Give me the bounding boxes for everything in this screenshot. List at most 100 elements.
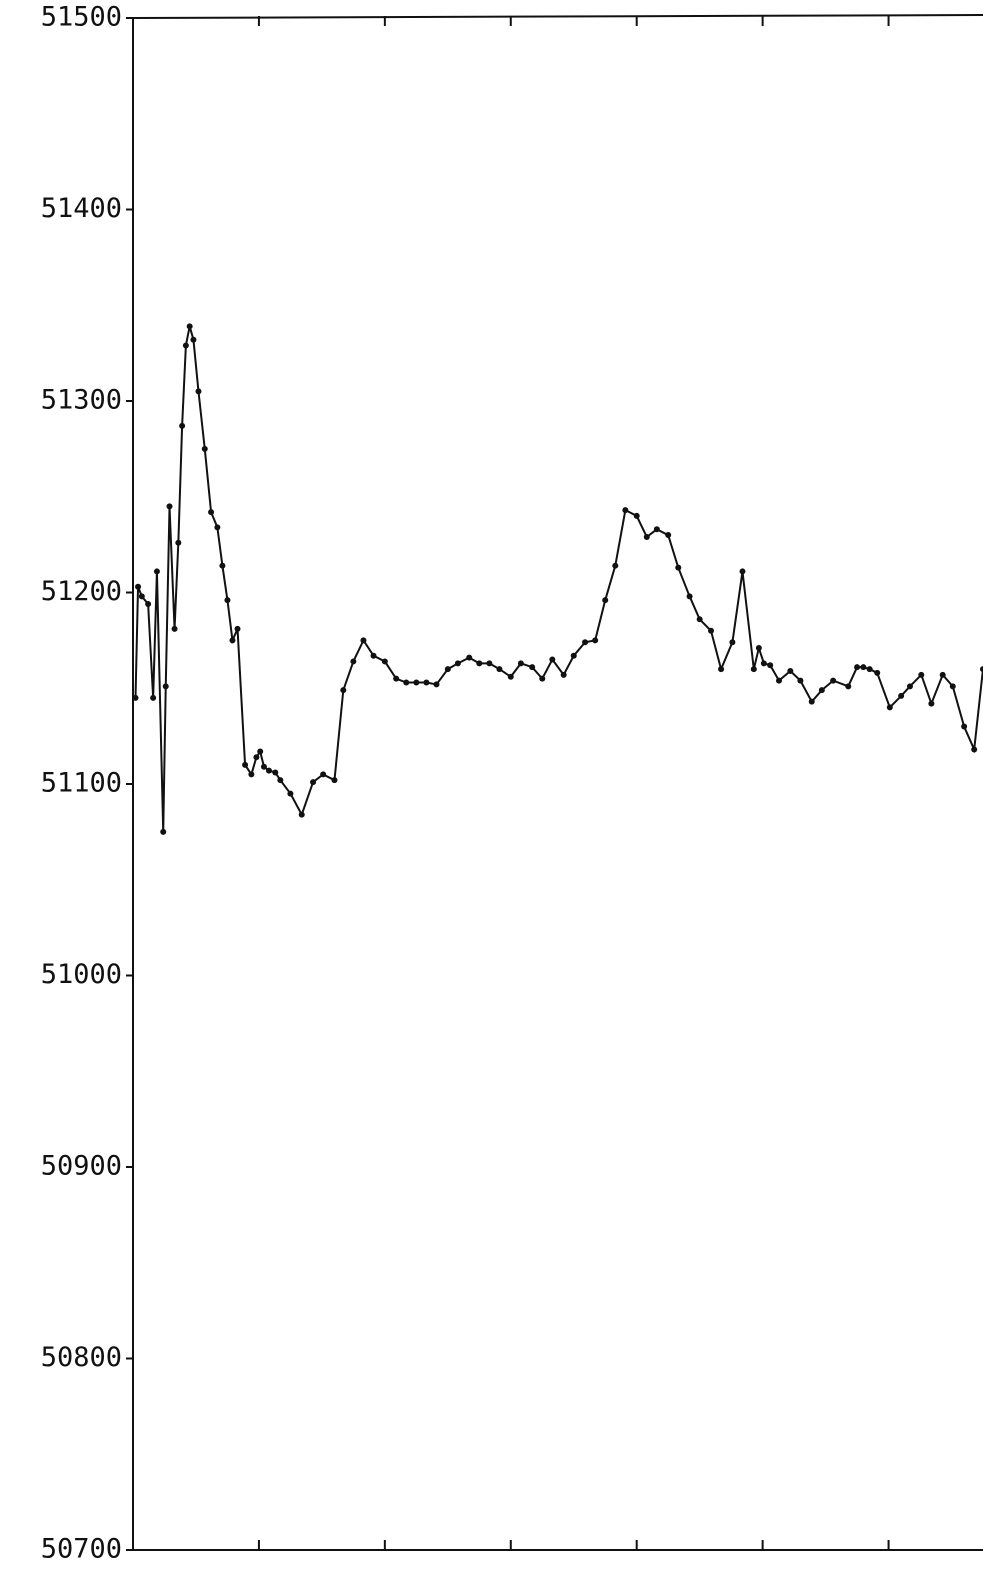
- data-point: [340, 687, 347, 694]
- data-point: [186, 323, 193, 330]
- data-point: [310, 779, 317, 786]
- data-point: [132, 694, 139, 701]
- data-point: [633, 512, 640, 519]
- data-point: [776, 677, 782, 684]
- data-point: [360, 637, 367, 644]
- data-point: [653, 526, 660, 533]
- data-point: [175, 539, 182, 546]
- data-point: [433, 681, 440, 688]
- data-point: [949, 683, 956, 690]
- data-line: [134, 326, 983, 832]
- data-point: [219, 562, 226, 569]
- data-point: [602, 597, 609, 604]
- data-point: [961, 723, 968, 730]
- y-tick-label: 50900: [41, 1151, 122, 1182]
- y-tick-label: 51000: [41, 959, 122, 990]
- data-point: [444, 666, 451, 673]
- data-point: [208, 509, 215, 516]
- y-tick-label: 51100: [41, 768, 122, 799]
- data-point: [549, 656, 556, 663]
- data-point: [755, 645, 762, 652]
- data-point: [874, 669, 881, 676]
- data-point: [928, 700, 935, 707]
- data-point: [760, 660, 767, 667]
- data-point: [423, 679, 430, 686]
- y-tick-label: 50800: [41, 1342, 122, 1373]
- data-point: [150, 694, 157, 701]
- data-point: [570, 652, 577, 659]
- data-point: [592, 637, 599, 644]
- data-point: [729, 639, 736, 646]
- data-point: [277, 777, 284, 784]
- data-point: [830, 677, 837, 684]
- data-point: [331, 777, 338, 784]
- data-point: [160, 828, 167, 835]
- data-point: [403, 679, 410, 686]
- data-point: [808, 698, 815, 705]
- data-point: [918, 671, 925, 678]
- data-point: [454, 660, 461, 667]
- data-point: [248, 771, 255, 778]
- data-point: [153, 568, 160, 575]
- data-point: [179, 422, 186, 429]
- data-point: [854, 664, 861, 671]
- y-tick-label: 51200: [41, 576, 122, 607]
- data-point: [182, 342, 189, 349]
- data-point: [476, 660, 483, 667]
- data-point: [860, 664, 867, 671]
- data-point: [214, 524, 221, 531]
- top-frame: [132, 14, 983, 19]
- data-point: [138, 593, 145, 600]
- data-point: [145, 600, 152, 607]
- data-point: [162, 683, 169, 690]
- data-point: [171, 625, 178, 632]
- data-point: [234, 625, 241, 632]
- data-point: [797, 677, 804, 684]
- data-point: [866, 666, 873, 673]
- data-point: [898, 692, 905, 699]
- y-tick-label: 51400: [41, 193, 122, 224]
- data-point: [298, 811, 305, 818]
- data-point: [393, 675, 400, 682]
- data-point: [201, 445, 208, 452]
- data-point: [787, 668, 794, 675]
- data-point: [195, 388, 202, 395]
- data-point: [739, 568, 746, 575]
- data-point: [696, 616, 703, 623]
- data-point: [517, 660, 524, 667]
- data-point: [242, 761, 249, 768]
- data-point: [529, 664, 536, 671]
- data-point: [350, 658, 357, 665]
- data-point: [708, 627, 714, 634]
- y-tick-label: 51300: [41, 385, 122, 416]
- data-point: [253, 754, 260, 761]
- data-point: [818, 687, 825, 694]
- y-tick-label: 51500: [41, 2, 122, 33]
- data-point: [413, 679, 420, 686]
- data-point: [750, 666, 757, 673]
- data-point: [166, 503, 173, 510]
- data-point: [486, 660, 493, 667]
- data-point: [287, 790, 294, 797]
- data-point: [539, 675, 546, 682]
- data-point: [643, 533, 650, 540]
- data-point: [260, 763, 267, 770]
- data-point: [845, 683, 852, 690]
- data-point: [320, 771, 327, 778]
- data-point: [507, 673, 514, 680]
- data-point: [560, 671, 567, 678]
- y-tick-label: 50700: [41, 1534, 122, 1565]
- data-point: [272, 769, 279, 776]
- data-point: [767, 662, 774, 669]
- data-point: [135, 583, 142, 590]
- data-point: [224, 597, 231, 604]
- data-point: [622, 507, 629, 514]
- data-point: [582, 639, 589, 646]
- data-point: [612, 562, 619, 569]
- data-point: [939, 671, 946, 678]
- data-point: [665, 532, 672, 539]
- data-point: [906, 683, 913, 690]
- data-point: [980, 666, 983, 673]
